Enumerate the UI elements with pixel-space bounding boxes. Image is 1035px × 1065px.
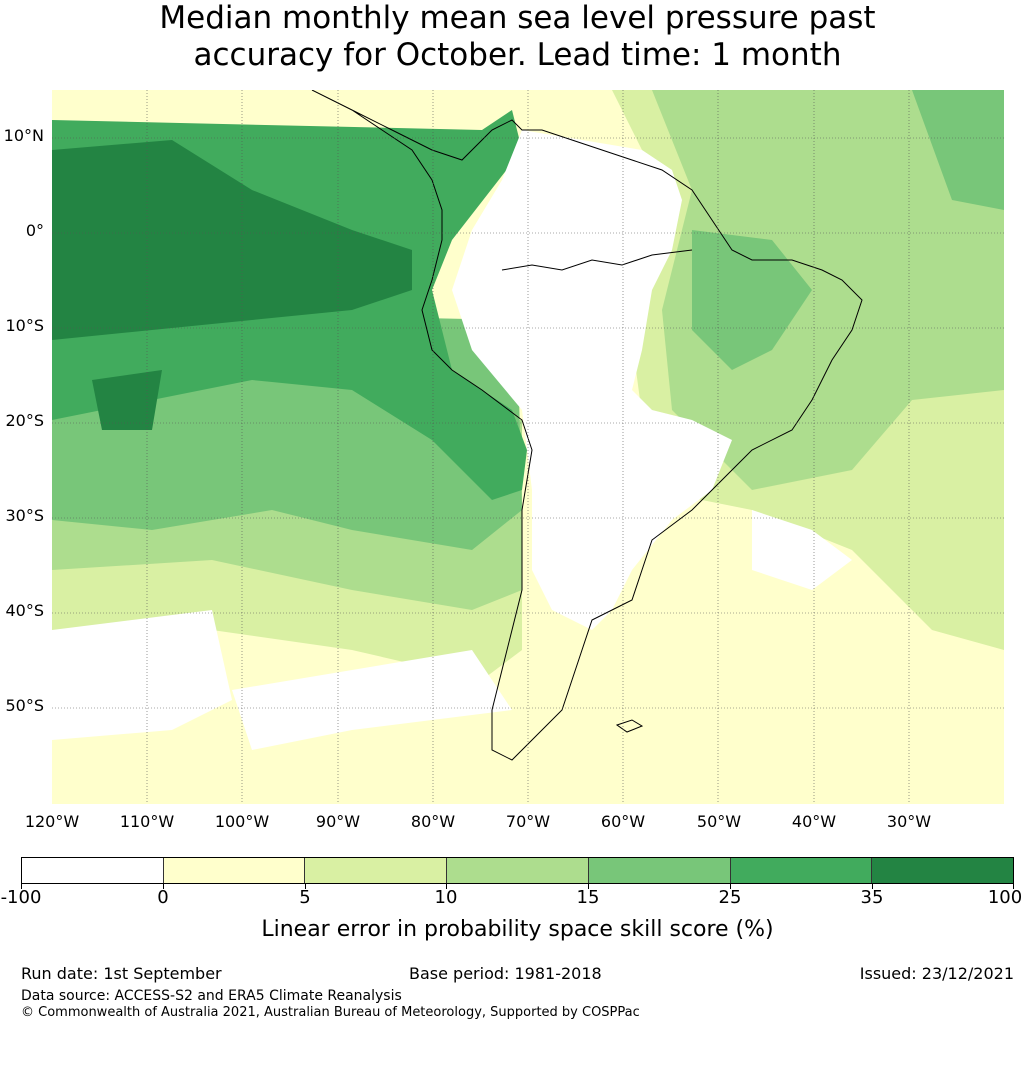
data-source: Data source: ACCESS-S2 and ERA5 Climate … [21, 988, 402, 1004]
colorbar-tick [305, 884, 306, 889]
lon-label-80w: 80°W [410, 812, 456, 831]
lon-label-70w: 70°W [505, 812, 551, 831]
colorbar-tick-label: 0 [157, 887, 169, 908]
lat-label-20s: 20°S [5, 411, 44, 430]
colorbar-segment [305, 858, 448, 883]
gridlines [52, 90, 1004, 804]
colorbar-tick-label: 10 [434, 887, 458, 908]
run-date: Run date: 1st September [21, 964, 222, 983]
colorbar-tick [872, 884, 873, 889]
lat-label-10n: 10°N [3, 126, 44, 145]
band-15-25 [52, 90, 1004, 550]
skill-score-map [52, 90, 1004, 804]
colorbar-tick [588, 884, 589, 889]
title-line-2: accuracy for October. Lead time: 1 month [193, 37, 842, 73]
lat-label-0: 0° [25, 221, 44, 240]
lat-label-30s: 30°S [5, 506, 44, 525]
colorbar-segment [447, 858, 589, 883]
copyright: © Commonwealth of Australia 2021, Austra… [21, 1005, 640, 1020]
base-period: Base period: 1981-2018 [409, 964, 602, 983]
lat-label-40s: 40°S [5, 601, 44, 620]
lat-label-50s: 50°S [5, 696, 44, 715]
colorbar-tick [730, 884, 731, 889]
lon-label-60w: 60°W [600, 812, 646, 831]
colorbar-label: Linear error in probability space skill … [261, 917, 774, 942]
lon-label-30w: 30°W [886, 812, 932, 831]
colorbar-tick [21, 884, 22, 889]
colorbar-segment [22, 858, 164, 883]
colorbar-tick-label: 25 [718, 887, 742, 908]
lat-label-10s: 10°S [5, 316, 44, 335]
colorbar-tick [1013, 884, 1014, 889]
coastline [311, 90, 863, 761]
band-neg100-0 [52, 130, 852, 750]
amazon-river [501, 249, 693, 271]
map-panel [52, 90, 1004, 804]
colorbar-segment [588, 858, 731, 883]
falklands [615, 719, 644, 733]
lon-label-50w: 50°W [696, 812, 742, 831]
colorbar-tick-label: -100 [0, 887, 42, 908]
lon-label-120w: 120°W [24, 812, 80, 831]
colorbar-segment [163, 858, 306, 883]
colorbar-segment [872, 858, 1014, 883]
lon-label-110w: 110°W [119, 812, 175, 831]
band-35-100 [52, 140, 412, 430]
colorbar-tick [446, 884, 447, 889]
colorbar [21, 857, 1014, 884]
colorbar-tick-label: 100 [987, 887, 1023, 908]
colorbar-tick [163, 884, 164, 889]
lon-label-90w: 90°W [315, 812, 361, 831]
colorbar-segment [730, 858, 873, 883]
lon-label-100w: 100°W [214, 812, 270, 831]
map-title: Median monthly mean sea level pressure p… [0, 0, 1035, 74]
issued-date: Issued: 23/12/2021 [859, 964, 1014, 983]
colorbar-tick-label: 5 [299, 887, 311, 908]
colorbar-tick-label: 15 [576, 887, 600, 908]
colorbar-tick-label: 35 [860, 887, 884, 908]
title-line-1: Median monthly mean sea level pressure p… [159, 0, 876, 36]
lon-label-40w: 40°W [791, 812, 837, 831]
